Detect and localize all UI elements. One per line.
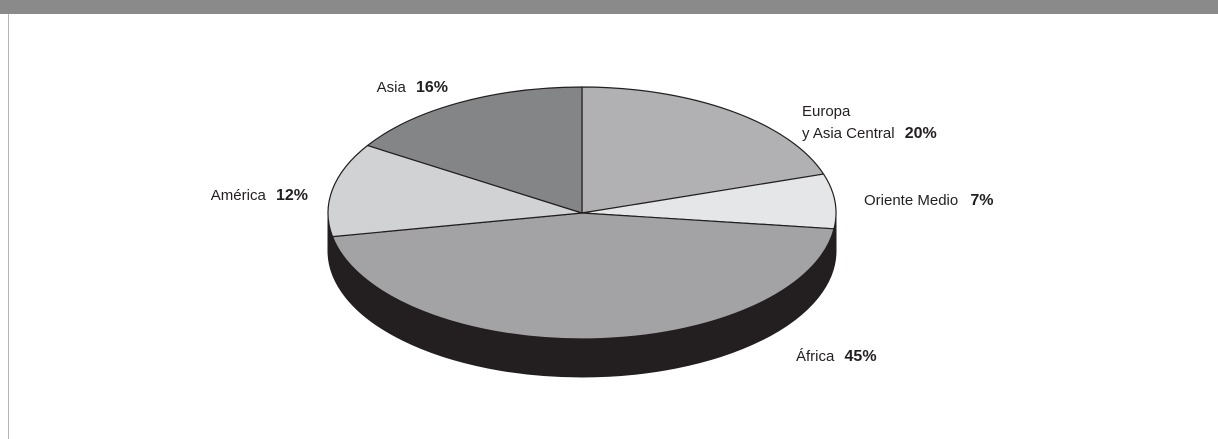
svg-text:Oriente Medio 7%: Oriente Medio 7% [864,192,994,209]
pie-slice-oriente-medio [581,173,837,230]
slice-label-africa: África 45% [796,348,877,365]
frame-left-border [8,14,9,439]
pie-slices [327,86,837,340]
slice-label-america-name: América [211,187,267,204]
slice-label-asia: Asia 16% [377,79,448,96]
slice-label-asia-name: Asia [377,79,407,96]
svg-text:y Asia Central 20%: y Asia Central 20% [802,125,937,142]
svg-text:Asia 16%: Asia 16% [377,79,448,96]
header-bar [0,0,1218,14]
pie-slice-america [327,144,583,238]
slice-value-europa: 20% [905,125,937,142]
slice-label-europa-line2: y Asia Central [802,125,895,142]
slice-value-america: 12% [276,187,308,204]
slice-label-oriente-medio-name: Oriente Medio [864,192,958,209]
svg-text:América 12%: América 12% [211,187,308,204]
svg-text:África 45%: África 45% [796,348,877,365]
slice-label-america: América 12% [211,187,308,204]
slice-label-europa: Europa y Asia Central 20% [802,103,937,142]
slice-value-oriente-medio: 7% [970,192,993,209]
slice-label-africa-name: África [796,348,835,365]
slice-label-europa-line1: Europa [802,103,851,120]
slice-label-oriente-medio: Oriente Medio 7% [864,192,994,209]
pie-slice-africa [331,212,835,340]
pie-slice-asia [366,86,583,214]
slice-value-asia: 16% [416,79,448,96]
slice-value-africa: 45% [845,348,877,365]
pie-slice-europa-y-asia-central [581,86,825,214]
